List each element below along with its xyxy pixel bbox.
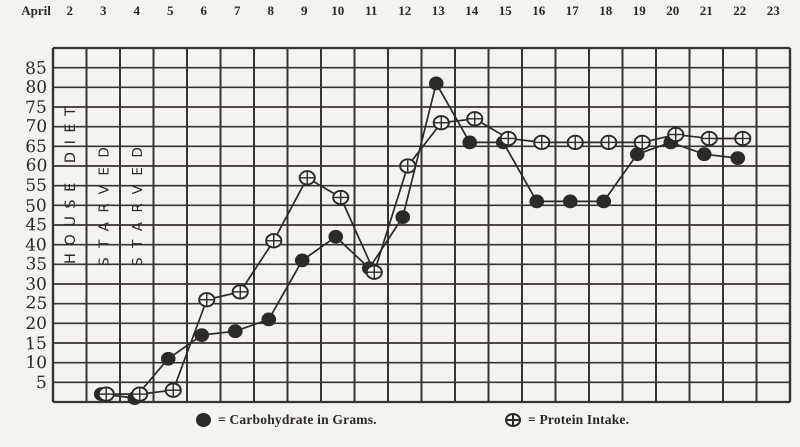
- y-axis-label: 80: [25, 77, 47, 97]
- date-label: 8: [268, 3, 275, 18]
- y-axis-label: 5: [36, 373, 48, 393]
- date-label: 14: [465, 3, 479, 18]
- date-label: 15: [499, 3, 513, 18]
- y-axis-label: 55: [25, 176, 47, 196]
- data-point-carbohydrate: [730, 151, 746, 166]
- vertical-annotation: HOUSE DIET: [63, 100, 79, 264]
- y-axis-label: 65: [25, 137, 47, 157]
- date-label: 16: [532, 3, 546, 18]
- series-markers-carbohydrate: [93, 76, 746, 405]
- date-label: 4: [134, 3, 141, 18]
- data-point-carbohydrate: [629, 147, 645, 162]
- y-axis-label: 10: [25, 353, 47, 373]
- y-axis-label: 50: [25, 196, 48, 217]
- y-axis-label: 75: [25, 98, 47, 119]
- date-label: 3: [100, 3, 107, 18]
- column-annotations: HOUSE DIET STARVED STARVED: [63, 100, 146, 266]
- data-point-carbohydrate: [696, 147, 712, 162]
- date-label: 12: [398, 3, 411, 18]
- vertical-annotation: STARVED: [96, 138, 112, 266]
- data-point-carbohydrate: [194, 328, 210, 343]
- vertical-annotation: STARVED: [130, 138, 146, 266]
- date-label: 9: [301, 3, 308, 18]
- data-point-carbohydrate: [596, 194, 612, 209]
- y-axis-label: 35: [25, 254, 47, 275]
- date-label: 6: [201, 3, 208, 18]
- date-label: 13: [432, 3, 446, 18]
- y-axis-label: 30: [25, 275, 47, 295]
- data-point-carbohydrate: [395, 210, 411, 225]
- x-axis-dates: April 2 3 4 5 6 7 8 9 10 11 12 13 14 15 16 17 18 19 20 21 22 2…: [21, 3, 780, 18]
- y-axis-label: 85: [25, 58, 48, 79]
- y-axis-label: 25: [25, 293, 48, 314]
- date-label: 20: [666, 3, 679, 18]
- data-point-carbohydrate: [261, 312, 277, 327]
- data-point-carbohydrate: [462, 135, 478, 150]
- y-axis-label: 40: [25, 235, 47, 256]
- series-line-protein: [106, 117, 743, 395]
- y-axis-label: 60: [25, 155, 48, 176]
- data-point-carbohydrate: [428, 76, 444, 91]
- y-axis-label: 15: [25, 334, 48, 355]
- data-point-carbohydrate: [227, 324, 243, 339]
- series-markers-protein: [97, 111, 752, 402]
- y-axis-label: 45: [25, 215, 47, 235]
- date-label: 7: [234, 3, 241, 18]
- date-label: 2: [67, 3, 74, 18]
- data-point-carbohydrate: [160, 351, 176, 366]
- date-label: 17: [566, 3, 580, 18]
- date-label: 5: [167, 3, 174, 18]
- date-label: 21: [700, 3, 713, 18]
- date-label: 19: [633, 3, 647, 18]
- date-label: 11: [365, 3, 377, 18]
- series-line-carbohydrate: [101, 82, 738, 399]
- date-label: 10: [331, 3, 344, 18]
- data-point-carbohydrate: [294, 253, 310, 268]
- date-label: 23: [767, 3, 781, 18]
- data-point-carbohydrate: [562, 194, 578, 209]
- data-point-carbohydrate: [328, 229, 344, 244]
- date-label: 18: [599, 3, 613, 18]
- month-label: April: [21, 3, 51, 18]
- grid: [51, 46, 792, 404]
- data-point-carbohydrate: [529, 194, 545, 209]
- y-axis-label: 20: [25, 314, 47, 334]
- date-label: 22: [733, 3, 746, 18]
- y-axis-label: 70: [25, 116, 47, 137]
